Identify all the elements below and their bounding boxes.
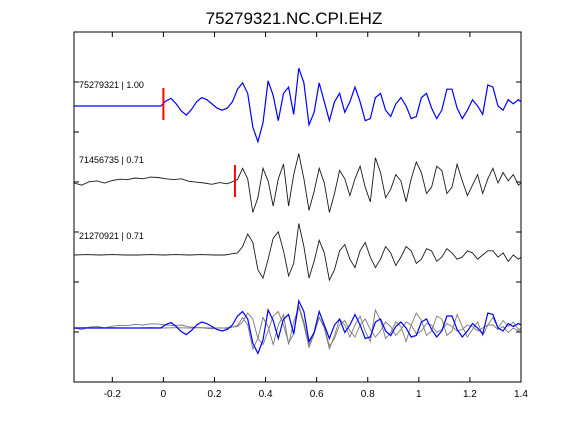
trace-layer: 75279321 | 1.00 71456735 | 0.71 21270921 |…: [73, 68, 522, 356]
x-tick-label: 0.2: [208, 389, 222, 400]
x-tick-label: 1.2: [463, 389, 477, 400]
overlay-trace-line: [73, 305, 522, 351]
x-tick-label: 0: [161, 389, 167, 400]
axes-frame: [73, 31, 522, 383]
x-tick-label: 0.8: [361, 389, 375, 400]
trace-line: [73, 223, 522, 282]
x-tick-label: 0.4: [259, 389, 273, 400]
chart-title: 75279321.NC.CPI.EHZ: [206, 9, 383, 28]
trace-label: 21270921 | 0.71: [79, 231, 144, 241]
trace-label: 75279321 | 1.00: [79, 80, 144, 90]
overlay-trace-line: [74, 299, 522, 356]
trace-line: [73, 153, 522, 213]
x-tick-label: 0.6: [310, 389, 324, 400]
x-axis-ticks: -0.2 0 0.2 0.4 0.6 0.8 1 1.2 1.4: [104, 32, 528, 400]
x-tick-label: -0.2: [104, 389, 122, 400]
x-tick-label: 1: [416, 389, 422, 400]
trace-label: 71456735 | 0.71: [79, 155, 144, 165]
y-axis-ticks: [74, 81, 521, 333]
x-tick-label: 1.4: [514, 389, 528, 400]
trace-line: [74, 68, 522, 144]
